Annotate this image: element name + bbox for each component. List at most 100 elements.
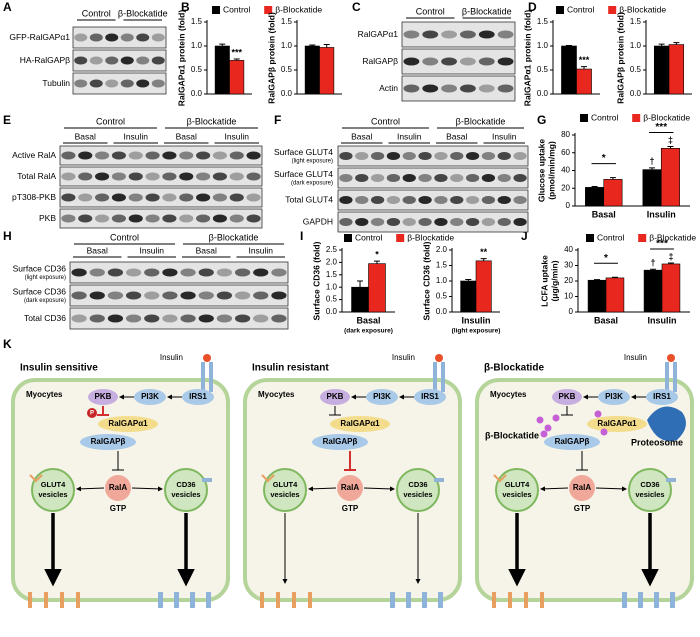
blockatide-peptide — [544, 424, 552, 432]
blot-band — [151, 56, 165, 65]
blot-band — [179, 193, 194, 202]
legend-label: Control — [567, 4, 595, 14]
blot-band — [136, 79, 150, 88]
blot-band — [95, 193, 110, 202]
bar — [660, 148, 680, 207]
vesicle-label: vesicles — [635, 490, 664, 499]
node-label: RalGAPβ — [323, 437, 358, 446]
glut4-transporter — [292, 592, 296, 608]
glut4-vesicle — [263, 468, 307, 512]
row-label: Total RalA — [17, 171, 56, 181]
ralgap-a1-node — [330, 416, 390, 432]
row-label: HA-RalGAPβ — [20, 55, 70, 65]
arrow — [76, 486, 105, 492]
blot-band — [271, 268, 287, 277]
insulin-ligand — [435, 354, 443, 362]
y-tick-label: 0.0 — [630, 89, 642, 98]
node-label: PKB — [327, 392, 344, 401]
blot-band — [465, 196, 480, 204]
vesicle-label: vesicles — [171, 490, 200, 499]
significance-mark: *** — [655, 122, 667, 133]
cd36-transporter — [406, 592, 411, 608]
x-tick-label: Insulin — [462, 315, 491, 325]
row-note: (light exposure) — [292, 159, 333, 165]
blot-band — [128, 172, 143, 181]
blot-band — [162, 214, 177, 223]
blot-band — [216, 314, 233, 323]
cd36-transporter — [670, 592, 675, 608]
y-tick-label: 1.0 — [537, 41, 549, 50]
blot-band — [151, 33, 165, 42]
receptor — [433, 362, 437, 392]
blot-band — [61, 214, 76, 223]
blot-strip — [337, 145, 529, 167]
node-label: RalGAPα1 — [340, 419, 380, 428]
condition-label: Basal — [87, 245, 108, 255]
blot-band — [111, 151, 126, 160]
blot-band — [497, 174, 511, 182]
cd36-vesicle — [164, 468, 208, 512]
legend-label: Control — [591, 112, 619, 122]
group-label: Control — [416, 6, 445, 16]
blot-band — [441, 30, 457, 39]
error-bar — [219, 43, 226, 46]
row-label: Total CD36 — [24, 313, 66, 323]
cd36-transporter — [174, 592, 179, 608]
y-axis-label: Surface CD36 (fold) — [311, 241, 321, 320]
receptor — [665, 362, 669, 392]
blot-band — [434, 174, 448, 182]
blot-band — [107, 314, 124, 323]
error-bar — [465, 278, 472, 281]
glut4-transporter — [508, 592, 512, 608]
blot-strip — [401, 21, 516, 48]
bar — [229, 60, 245, 95]
panel-letter: G — [537, 113, 546, 127]
cell-label: Myocytes — [26, 390, 63, 399]
blot-band — [460, 30, 476, 39]
group-label: β-Blockatide — [187, 116, 237, 126]
condition-label: Insulin — [123, 131, 148, 141]
blot-band — [136, 33, 150, 42]
row-note: (dark exposure) — [24, 298, 66, 304]
blot-band — [246, 151, 261, 160]
cd36-transporter — [654, 592, 659, 608]
blockatide-peptide — [600, 428, 608, 436]
proteosome-label: Proteosome — [631, 437, 683, 447]
blot-band — [271, 291, 287, 300]
blot-band — [212, 214, 227, 223]
y-axis-label: RalGAPα1 protein (fold) — [176, 10, 186, 107]
blot-band — [229, 193, 244, 202]
group-label: β-Blockatide — [118, 8, 168, 18]
blot-band — [246, 214, 261, 223]
node-label: IRS1 — [421, 392, 439, 401]
rala-node — [105, 475, 131, 501]
blot-band — [434, 196, 448, 204]
blot-band — [478, 30, 495, 39]
blot-band — [465, 218, 480, 226]
arrow — [540, 486, 569, 492]
blot-band — [402, 174, 416, 182]
blot-band — [246, 193, 261, 202]
blot-band — [89, 33, 103, 42]
significance-mark: * — [604, 253, 608, 264]
condition-label: Basal — [176, 131, 197, 141]
row-label: Actin — [379, 83, 398, 93]
pi3k-node — [366, 389, 398, 405]
glut4-transporter — [60, 592, 64, 608]
blot-band — [481, 152, 496, 160]
y-tick-label: 1.5 — [537, 17, 549, 26]
x-tick-label: Basal — [356, 315, 380, 325]
blot-band — [89, 56, 103, 65]
row-label: Surface CD36 — [13, 263, 67, 273]
phospho-label: P — [90, 411, 94, 417]
row-label: Surface GLUT4 — [274, 147, 333, 157]
blot-band — [234, 291, 251, 300]
y-tick-label: 1.5 — [326, 270, 338, 279]
blot-band — [465, 174, 480, 182]
legend-swatch — [638, 234, 647, 242]
blot-band — [450, 218, 464, 226]
row-label: PKB — [39, 213, 56, 223]
blot-band — [61, 172, 76, 181]
vesicle-label: vesicles — [502, 490, 531, 499]
